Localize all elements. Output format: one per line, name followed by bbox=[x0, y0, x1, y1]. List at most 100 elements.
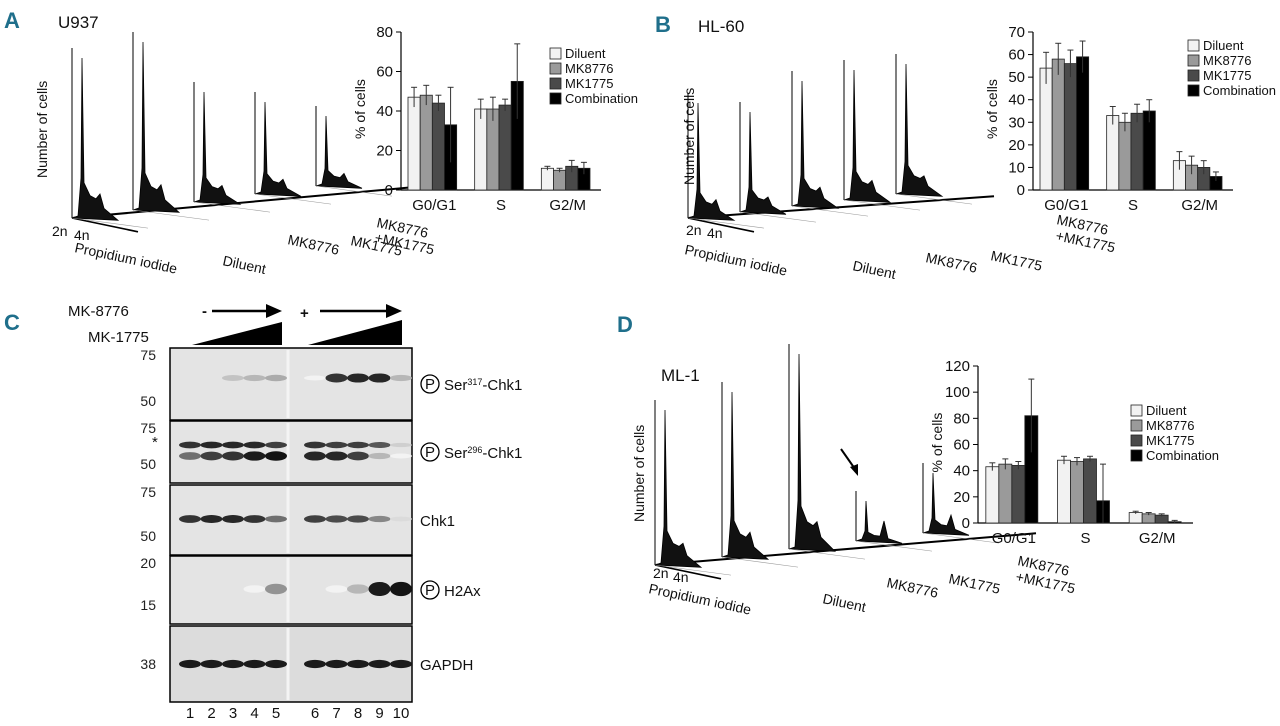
bar bbox=[1106, 115, 1120, 191]
blot-label-sup: 317 bbox=[467, 377, 482, 387]
category-label: G2/M bbox=[549, 197, 586, 214]
dna-histogram-trace bbox=[739, 111, 787, 215]
y-axis-label: % of cells bbox=[352, 79, 368, 139]
dna-histogram-trace bbox=[922, 472, 970, 536]
mk8776-label: MK-8776 bbox=[68, 303, 129, 320]
bar bbox=[1142, 110, 1156, 191]
bar bbox=[553, 169, 567, 191]
lane-number: 1 bbox=[186, 705, 194, 722]
legend-swatch bbox=[1130, 419, 1143, 432]
panel-b-cond-diluent: Diluent bbox=[851, 257, 897, 282]
grid-line bbox=[739, 211, 817, 223]
blot-band bbox=[200, 451, 223, 461]
dna-histogram-trace bbox=[193, 91, 242, 205]
lane-number: 9 bbox=[375, 705, 383, 722]
y-tick-label: 70 bbox=[1008, 24, 1025, 41]
grid-line bbox=[687, 217, 765, 229]
blot-band bbox=[243, 451, 266, 461]
dna-histogram-trace bbox=[654, 409, 703, 568]
blot-band bbox=[243, 659, 266, 669]
y-tick-label: 0 bbox=[1017, 182, 1025, 199]
y-tick-label: 80 bbox=[376, 24, 393, 41]
panel-d-bar-chart: 0 20 40 60 80 100 120 % of cells G0/G1 S G2/M Dilue… bbox=[929, 358, 1219, 547]
y-tick-label: 0 bbox=[962, 515, 970, 532]
blot-band bbox=[243, 515, 266, 523]
bar bbox=[486, 108, 500, 191]
legend-label: MK8776 bbox=[1203, 53, 1251, 68]
blot-band bbox=[325, 659, 348, 669]
y-tick-label: 20 bbox=[953, 489, 970, 506]
panel-b-xlabel: Propidium iodide bbox=[683, 241, 789, 278]
grid-line bbox=[254, 193, 332, 205]
mw-marker: 75 bbox=[140, 347, 156, 363]
panel-a-cell-line: U937 bbox=[58, 13, 99, 32]
grid-line bbox=[193, 201, 271, 213]
panel-d-4n: 4n bbox=[673, 569, 689, 585]
bar bbox=[1051, 58, 1065, 191]
blot-label-sup: 296 bbox=[467, 445, 482, 455]
y-tick-label: 30 bbox=[1008, 114, 1025, 131]
legend-label: Diluent bbox=[1146, 403, 1187, 418]
y-axis-label: % of cells bbox=[929, 413, 945, 473]
bar bbox=[1083, 458, 1097, 524]
mw-marker: 50 bbox=[140, 393, 156, 409]
y-tick-label: 60 bbox=[1008, 47, 1025, 64]
blot-label-pre: Ser bbox=[444, 377, 467, 394]
legend-label: MK1775 bbox=[565, 76, 613, 91]
phospho-symbol: P bbox=[425, 376, 435, 393]
blot-label: GAPDH bbox=[420, 657, 473, 674]
blot-band bbox=[265, 374, 287, 382]
legend-label: Diluent bbox=[1203, 38, 1244, 53]
grid-line bbox=[843, 199, 921, 211]
legend-label: MK1775 bbox=[1203, 68, 1251, 83]
bar bbox=[1118, 121, 1132, 191]
panel-a-traces bbox=[71, 32, 424, 233]
blot-label: Ser296-Chk1 bbox=[444, 445, 522, 462]
lane-number: 8 bbox=[354, 705, 362, 722]
category-label: G2/M bbox=[1139, 530, 1176, 547]
panel-a-4n: 4n bbox=[74, 227, 90, 243]
blot-band bbox=[222, 441, 244, 449]
category-label: S bbox=[1080, 530, 1090, 547]
dna-histogram-trace bbox=[132, 41, 181, 213]
phospho-symbol: P bbox=[425, 582, 435, 599]
dna-histogram-trace bbox=[315, 115, 363, 189]
panel-b-bar-chart: 0 10 20 30 40 50 60 70 % of cells G0/G1 S G2/M Dilue… bbox=[984, 24, 1276, 214]
panel-label-a: A bbox=[4, 8, 20, 33]
blot-band bbox=[368, 452, 391, 460]
panel-b-4n: 4n bbox=[707, 225, 723, 241]
y-tick-label: 60 bbox=[953, 437, 970, 454]
dna-histogram-trace bbox=[791, 80, 840, 209]
panel-b-2n: 2n bbox=[686, 222, 702, 238]
blot-band bbox=[222, 375, 244, 381]
legend-swatch bbox=[1187, 39, 1200, 52]
grid-line bbox=[788, 548, 866, 560]
panel-label-b: B bbox=[655, 12, 671, 37]
blot-band bbox=[390, 374, 412, 382]
y-tick-label: 10 bbox=[1008, 159, 1025, 176]
panel-d-2n: 2n bbox=[653, 565, 669, 581]
dna-histogram-trace bbox=[895, 63, 944, 197]
blot-band bbox=[325, 441, 348, 449]
panel-d-cond-mk1775: MK1775 bbox=[947, 570, 1002, 597]
blot-band bbox=[304, 659, 326, 669]
histogram-baseline bbox=[654, 532, 1037, 566]
lane-number: 4 bbox=[250, 705, 258, 722]
panel-b-traces bbox=[687, 54, 995, 233]
blot-band bbox=[347, 441, 369, 449]
blot-band bbox=[265, 515, 287, 523]
y-tick-label: 40 bbox=[953, 463, 970, 480]
dna-histogram-trace bbox=[721, 391, 770, 560]
dna-histogram-trace bbox=[687, 102, 736, 221]
bar bbox=[1141, 513, 1156, 524]
blot-band bbox=[390, 442, 412, 448]
bar bbox=[407, 96, 421, 191]
blot-band bbox=[179, 659, 201, 669]
y-tick-label: 40 bbox=[1008, 92, 1025, 109]
panel-a-xlabel: Propidium iodide bbox=[73, 239, 179, 276]
lane-number: 10 bbox=[393, 705, 410, 722]
bar bbox=[540, 167, 554, 191]
plus-sign: + bbox=[300, 305, 309, 322]
lane-number: 7 bbox=[332, 705, 340, 722]
